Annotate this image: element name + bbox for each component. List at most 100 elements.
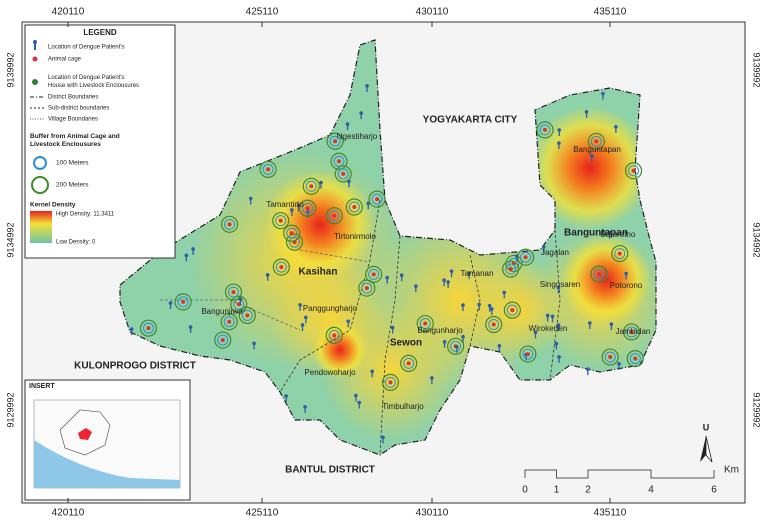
buffer-100 <box>142 322 154 334</box>
village-label: Tamantirto <box>266 200 304 209</box>
patient <box>430 376 434 380</box>
buffer-100 <box>614 248 626 260</box>
buffer-200 <box>611 244 629 263</box>
scale-label: 0 <box>522 485 528 496</box>
buffer-200 <box>174 293 192 311</box>
buffer-100 <box>505 263 517 275</box>
legend-item: Animal cage <box>48 57 82 63</box>
buffer-100 <box>275 215 287 227</box>
sub-boundary <box>379 235 401 456</box>
buffer-200 <box>325 326 343 344</box>
buffer-100 <box>348 201 360 213</box>
buffer-200 <box>365 265 383 283</box>
buffer-200 <box>220 215 239 233</box>
buffer-200 <box>381 373 400 392</box>
buffer-100 <box>626 326 638 338</box>
legend-item: Location of Dengue Patient's <box>48 45 125 51</box>
buffer-200 <box>447 337 465 355</box>
district-boundary <box>119 39 657 456</box>
village-label: Wirokerten <box>529 324 568 333</box>
sub-boundary <box>549 229 561 381</box>
buffer-200 <box>587 132 605 151</box>
animal-cage <box>333 139 338 144</box>
easting-label: 435110 <box>594 508 627 519</box>
easting-label: 430110 <box>416 7 449 18</box>
easting-label: 420110 <box>52 7 85 18</box>
legend-item: Sub-district boundaries <box>48 106 109 112</box>
study-area <box>78 428 92 440</box>
province <box>59 409 111 456</box>
buffer-100 <box>227 286 239 298</box>
village-label: Bangunharjo <box>417 326 463 335</box>
labels: YOGYAKARTA CITY KULONPROGO DISTRICT BANTUL… <box>74 115 650 476</box>
patient <box>390 325 395 330</box>
patient <box>446 280 450 284</box>
patient <box>129 327 134 331</box>
buffer-200 <box>590 265 608 283</box>
patient <box>554 341 559 346</box>
patient <box>609 322 614 326</box>
patient <box>449 269 454 273</box>
buffer-200 <box>368 190 386 208</box>
buffer-200 <box>624 162 643 180</box>
sea <box>34 440 180 488</box>
scale-label: 4 <box>648 485 654 496</box>
buffer-200 <box>283 224 301 242</box>
buffer-200 <box>224 283 243 301</box>
buffer-100 <box>506 304 518 316</box>
animal-cage <box>423 321 428 326</box>
animal-cage <box>305 206 310 211</box>
coordinates: 420110 420110 425110 425110 430110 430110 4351… <box>5 7 761 519</box>
animal-cage <box>289 231 294 236</box>
buffer-100 <box>262 163 274 175</box>
icon <box>33 40 37 44</box>
patient <box>414 284 418 288</box>
buffer-200 <box>519 345 537 363</box>
density <box>265 170 375 280</box>
legend: LEGEND Location of Dengue Patient's Anim… <box>24 24 176 259</box>
scale-unit: Km <box>724 465 739 476</box>
buffer-100 <box>488 319 500 331</box>
legend-subtitle: Kernel Density <box>30 202 76 209</box>
village-label: Bangunjiwo <box>201 307 243 316</box>
patient <box>238 297 243 302</box>
buffer-200 <box>259 160 277 178</box>
patient <box>381 435 385 440</box>
patient <box>624 271 628 276</box>
patient <box>477 302 481 307</box>
buffer-100 <box>337 168 349 180</box>
patient <box>357 400 362 405</box>
icon <box>32 56 38 62</box>
buffer-200 <box>330 152 348 170</box>
buffer-100 <box>368 268 380 280</box>
legend-item: 200 Meters <box>56 182 89 189</box>
village-label: Tirtonirmolo <box>334 232 376 241</box>
buffer-200 <box>272 258 290 276</box>
animal-cage <box>245 313 250 318</box>
patient <box>588 321 592 325</box>
buffer-200 <box>325 207 343 225</box>
village-label: Potorono <box>610 281 643 290</box>
buffer-200 <box>139 319 158 337</box>
animal-cage <box>633 356 638 361</box>
patient <box>359 111 364 115</box>
heat <box>190 106 656 440</box>
patient <box>304 315 308 320</box>
animal-cage <box>332 333 337 338</box>
animal-cage <box>279 265 284 270</box>
patient <box>188 325 193 329</box>
buffer-100 <box>241 309 253 321</box>
buffer-200 <box>238 306 256 325</box>
patient <box>365 84 369 88</box>
village-label: Tamanan <box>461 269 494 278</box>
patient <box>345 122 350 126</box>
patient <box>252 341 256 346</box>
village-label: Pendowoharjo <box>304 368 356 377</box>
buffer-100 <box>328 329 340 341</box>
animal-cage <box>227 319 232 324</box>
subdistrict-label: Kasihan <box>299 267 338 278</box>
animal-cage <box>594 139 599 144</box>
animal-cage <box>332 213 337 218</box>
patient <box>514 254 519 258</box>
